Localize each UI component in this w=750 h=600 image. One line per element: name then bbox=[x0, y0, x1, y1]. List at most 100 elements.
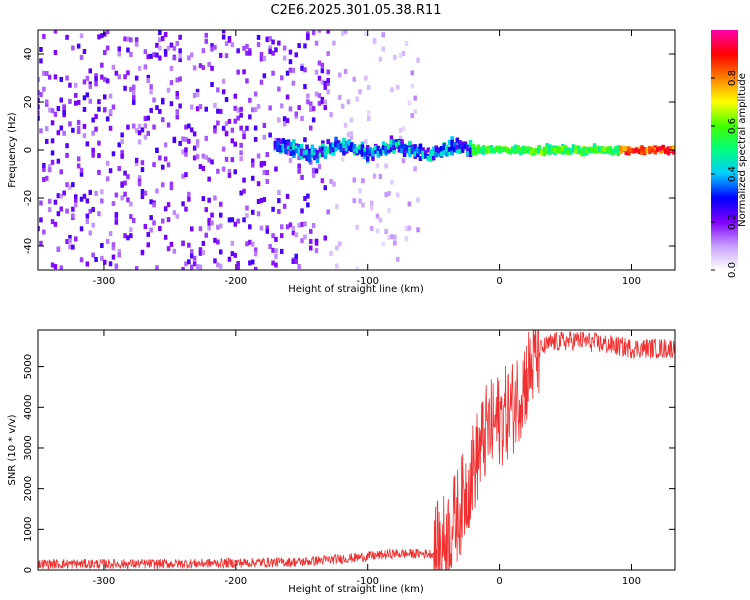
heatmap-cell bbox=[123, 170, 127, 176]
heatmap-cell bbox=[114, 263, 119, 269]
heatmap-cell bbox=[402, 143, 407, 149]
heatmap-cell bbox=[629, 148, 634, 154]
heatmap-cell bbox=[661, 148, 665, 153]
heatmap-cell bbox=[117, 142, 121, 148]
heatmap-cell bbox=[221, 34, 226, 40]
heatmap-cell bbox=[230, 240, 235, 246]
heatmap-cell bbox=[329, 178, 333, 184]
heatmap-cell bbox=[300, 154, 304, 160]
heatmap-cell bbox=[134, 161, 139, 167]
heatmap-cell bbox=[367, 110, 371, 116]
heatmap-cell bbox=[453, 142, 457, 148]
heatmap-cell bbox=[548, 149, 552, 155]
heatmap-cell bbox=[53, 30, 58, 34]
heatmap-cell bbox=[268, 132, 272, 138]
heatmap-cell bbox=[38, 110, 40, 116]
heatmap-cell bbox=[408, 140, 412, 146]
heatmap-cell bbox=[305, 149, 309, 155]
heatmap-cell bbox=[146, 130, 150, 136]
heatmap-cell bbox=[463, 143, 468, 149]
heatmap-cell bbox=[132, 218, 136, 223]
heatmap-cell bbox=[624, 146, 628, 152]
heatmap-cell bbox=[431, 155, 436, 161]
heatmap-cell bbox=[431, 150, 436, 156]
heatmap-cell bbox=[335, 263, 339, 269]
heatmap-cell bbox=[331, 142, 336, 148]
heatmap-cell bbox=[335, 245, 339, 251]
heatmap-cell bbox=[117, 166, 121, 171]
heatmap-cell bbox=[437, 151, 441, 157]
heatmap-cell bbox=[53, 264, 58, 270]
heatmap-cell bbox=[284, 149, 288, 155]
heatmap-cell bbox=[405, 146, 409, 152]
heatmap-cell bbox=[74, 202, 78, 208]
heatmap-cell bbox=[294, 253, 298, 259]
heatmap-cell bbox=[503, 146, 507, 152]
heatmap-cell bbox=[39, 47, 43, 52]
heatmap-cell bbox=[216, 120, 220, 126]
heatmap-cell bbox=[256, 199, 261, 204]
heatmap-cell bbox=[516, 145, 520, 151]
heatmap-cell bbox=[129, 37, 133, 43]
heatmap-cell bbox=[300, 65, 304, 71]
heatmap-cell bbox=[163, 32, 168, 37]
heatmap-cell bbox=[262, 160, 267, 166]
heatmap-cell bbox=[62, 110, 66, 116]
heatmap-cell bbox=[413, 95, 417, 101]
heatmap-cell bbox=[418, 156, 423, 161]
heatmap-cell bbox=[271, 260, 275, 266]
heatmap-cell bbox=[555, 147, 560, 153]
heatmap-cell bbox=[637, 149, 642, 155]
heatmap-cell bbox=[149, 199, 153, 205]
heatmap-cell bbox=[534, 147, 539, 153]
heatmap-cell bbox=[68, 234, 72, 240]
heatmap-cell bbox=[282, 203, 287, 209]
heatmap-cell bbox=[184, 206, 188, 212]
heatmap-cell bbox=[50, 108, 55, 114]
heatmap-cell bbox=[184, 147, 188, 153]
heatmap-cell bbox=[251, 209, 255, 215]
heatmap-cell bbox=[280, 233, 284, 239]
heatmap-cell bbox=[292, 139, 296, 145]
heatmap-cell bbox=[204, 38, 208, 44]
heatmap-cell bbox=[305, 144, 309, 150]
heatmap-cell bbox=[126, 197, 130, 203]
heatmap-cell bbox=[163, 51, 168, 57]
heatmap-cell bbox=[379, 149, 383, 155]
heatmap-cell bbox=[484, 147, 489, 153]
snr-y-tick-label: 0 bbox=[23, 567, 34, 573]
heatmap-cell bbox=[334, 146, 338, 152]
heatmap-cell bbox=[303, 43, 307, 49]
heatmap-cell bbox=[108, 125, 113, 131]
heatmap-cell bbox=[50, 219, 55, 225]
heatmap-cell bbox=[53, 199, 58, 205]
heatmap-cell bbox=[120, 153, 124, 159]
heatmap-cell bbox=[76, 156, 81, 162]
heatmap-cell bbox=[397, 147, 402, 153]
heatmap-cell bbox=[460, 145, 465, 151]
heatmap-cell bbox=[143, 190, 148, 196]
heatmap-cell bbox=[47, 164, 52, 170]
heatmap-cell bbox=[140, 167, 145, 173]
heatmap-cell bbox=[245, 213, 249, 218]
colorbar-ticks: 0.0 0.2 0.4 0.6 0.8 bbox=[711, 70, 738, 278]
heatmap-cell bbox=[190, 264, 194, 270]
heatmap-cell bbox=[103, 31, 107, 37]
heatmap-cell bbox=[392, 148, 396, 154]
heatmap-cell bbox=[545, 149, 549, 155]
heatmap-cell bbox=[219, 223, 223, 229]
heatmap-cell bbox=[458, 149, 462, 155]
heatmap-cell bbox=[137, 123, 142, 129]
heatmap-cell bbox=[468, 147, 473, 153]
heatmap-cell bbox=[158, 37, 162, 43]
heatmap-cell bbox=[74, 100, 78, 106]
heatmap-cell bbox=[471, 150, 475, 156]
heatmap-cell bbox=[146, 242, 150, 248]
heatmap-cell bbox=[566, 149, 570, 155]
heatmap-cell bbox=[224, 97, 229, 102]
heatmap-cell bbox=[251, 241, 255, 247]
heatmap-cell bbox=[158, 109, 162, 114]
heatmap-cell bbox=[352, 146, 357, 152]
heatmap-cell bbox=[233, 169, 237, 175]
heatmap-cell bbox=[582, 147, 586, 152]
